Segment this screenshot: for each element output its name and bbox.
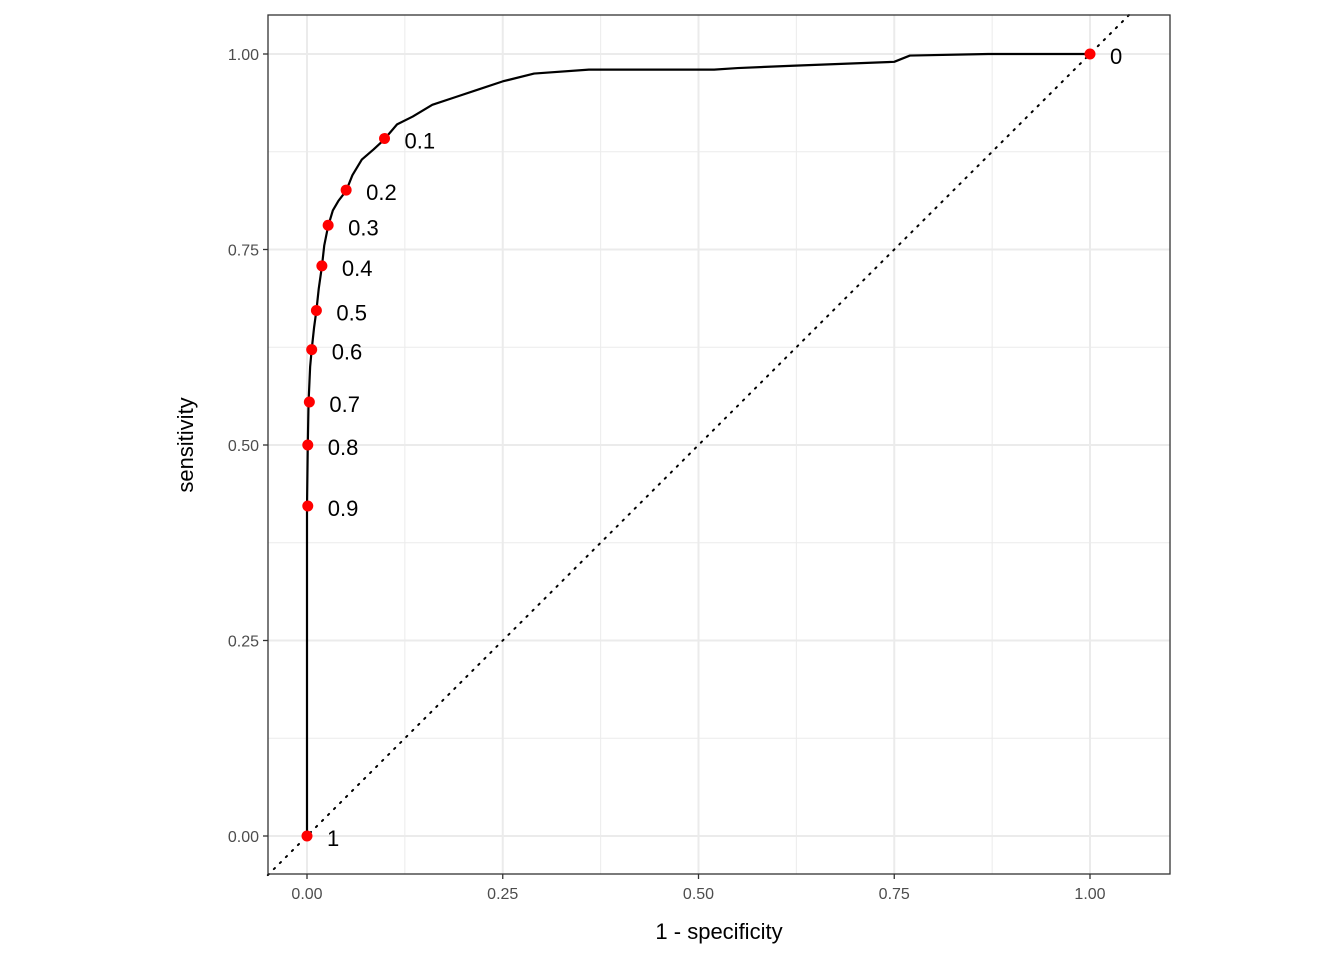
y-axis-ticks: 0.00 0.25 0.50 0.75 1.00	[228, 47, 268, 846]
y-tick-label: 0.25	[228, 634, 259, 651]
threshold-label: 0.2	[366, 180, 397, 205]
threshold-label: 0.5	[336, 300, 367, 325]
x-tick-label: 0.75	[879, 886, 910, 903]
threshold-points	[301, 48, 1096, 842]
threshold-label: 0.6	[332, 340, 363, 365]
y-tick-label: 1.00	[228, 47, 259, 64]
threshold-label: 0.4	[342, 256, 373, 281]
x-tick-label: 1.00	[1074, 886, 1105, 903]
threshold-label: 0.3	[348, 215, 379, 240]
x-tick-label: 0.00	[291, 886, 322, 903]
threshold-point	[316, 260, 328, 272]
threshold-point	[303, 396, 315, 408]
y-tick-label: 0.75	[228, 243, 259, 260]
threshold-point	[379, 132, 391, 144]
major-gridlines	[268, 15, 1170, 874]
threshold-label: 0.1	[405, 128, 436, 153]
threshold-point	[322, 219, 334, 231]
y-tick-label: 0.00	[228, 829, 259, 846]
x-axis-title: 1 - specificity	[655, 919, 782, 944]
threshold-point	[306, 344, 318, 356]
x-tick-label: 0.25	[487, 886, 518, 903]
threshold-label: 1	[327, 826, 339, 851]
threshold-point	[301, 830, 313, 842]
roc-curve-path	[305, 52, 1090, 836]
threshold-point	[310, 304, 322, 316]
threshold-point	[1084, 48, 1096, 60]
x-axis-ticks: 0.00 0.25 0.50 0.75 1.00	[291, 874, 1106, 903]
y-axis-title: sensitivity	[173, 397, 198, 492]
threshold-labels: 1 0.9 0.8 0.7 0.6 0.5 0.4 0.3 0.2 0.1 0	[327, 44, 1122, 851]
threshold-point	[302, 439, 314, 451]
threshold-label: 0.9	[328, 496, 359, 521]
threshold-point	[340, 184, 352, 196]
x-tick-label: 0.50	[683, 886, 714, 903]
threshold-label: 0.7	[329, 392, 360, 417]
threshold-point	[302, 500, 314, 512]
threshold-label: 0	[1110, 44, 1122, 69]
y-tick-label: 0.50	[228, 438, 259, 455]
threshold-label: 0.8	[328, 435, 359, 460]
roc-curve	[305, 52, 1090, 836]
